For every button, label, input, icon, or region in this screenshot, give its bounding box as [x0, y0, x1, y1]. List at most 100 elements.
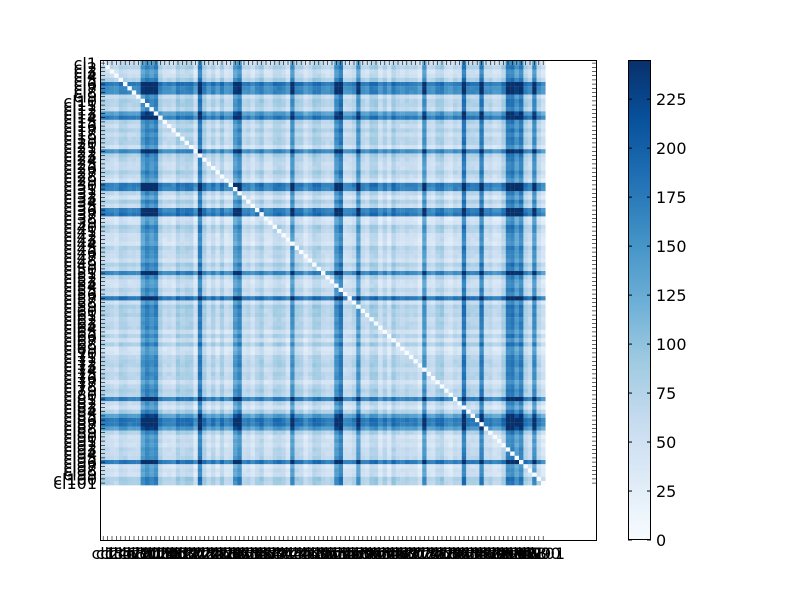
- heatmap-cell: [189, 77, 194, 83]
- heatmap-cell: [246, 140, 251, 146]
- heatmap-cell: [391, 132, 396, 137]
- heatmap-cell: [505, 157, 511, 162]
- heatmap-cell: [369, 119, 374, 125]
- heatmap-cell: [224, 241, 229, 246]
- heatmap-cell: [237, 191, 242, 196]
- heatmap-cell: [149, 111, 154, 116]
- heatmap-cell: [492, 77, 498, 83]
- heatmap-cell: [219, 111, 225, 116]
- heatmap-cell: [131, 262, 137, 267]
- heatmap-cell: [387, 86, 392, 91]
- heatmap-cell: [365, 250, 370, 255]
- heatmap-cell: [378, 161, 383, 167]
- heatmap-cell: [114, 90, 119, 95]
- heatmap-cell: [175, 145, 181, 150]
- heatmap-cell: [109, 254, 115, 259]
- heatmap-cell: [461, 90, 467, 95]
- heatmap-cell: [215, 136, 220, 141]
- heatmap-cell: [334, 86, 339, 91]
- heatmap-cell: [510, 262, 515, 267]
- heatmap-cell: [347, 119, 352, 125]
- heatmap-cell: [369, 187, 374, 192]
- heatmap-cell: [448, 254, 454, 259]
- heatmap-cell: [268, 266, 273, 272]
- heatmap-cell: [118, 132, 124, 137]
- heatmap-cell: [197, 237, 203, 242]
- heatmap-cell: [211, 65, 216, 70]
- heatmap-cell: [466, 208, 471, 213]
- heatmap-cell: [400, 136, 405, 141]
- heatmap-cell: [536, 157, 542, 162]
- heatmap-cell: [277, 115, 282, 120]
- heatmap-cell: [448, 224, 454, 230]
- heatmap-cell: [281, 119, 286, 125]
- heatmap-cell: [171, 149, 176, 154]
- heatmap-cell: [453, 86, 458, 91]
- heatmap-cell: [475, 220, 480, 225]
- heatmap-cell: [268, 245, 273, 251]
- heatmap-cell: [145, 166, 150, 171]
- heatmap-cell: [347, 111, 352, 116]
- heatmap-cell: [184, 254, 190, 259]
- heatmap-cell: [149, 128, 154, 133]
- heatmap-cell: [272, 187, 278, 192]
- heatmap-cell: [435, 187, 440, 192]
- heatmap-cell: [497, 128, 502, 133]
- heatmap-cell: [413, 254, 418, 259]
- heatmap-cell: [483, 124, 489, 129]
- heatmap-cell: [501, 220, 506, 225]
- heatmap-cell: [501, 115, 506, 120]
- heatmap-cell: [272, 241, 278, 246]
- heatmap-cell: [180, 157, 185, 162]
- heatmap-cell: [519, 86, 524, 91]
- heatmap-cell: [131, 182, 137, 188]
- heatmap-cell: [307, 111, 313, 116]
- heatmap-cell: [153, 199, 159, 204]
- heatmap-cell: [105, 128, 110, 133]
- heatmap-cell: [541, 107, 546, 112]
- heatmap-cell: [461, 157, 467, 162]
- heatmap-cell: [453, 107, 458, 112]
- heatmap-cell: [145, 266, 150, 272]
- heatmap-cell: [422, 119, 427, 125]
- heatmap-cell: [184, 115, 190, 120]
- heatmap-cell: [158, 145, 163, 150]
- heatmap-cell: [184, 132, 190, 137]
- heatmap-cell: [479, 216, 484, 221]
- heatmap-cell: [268, 65, 273, 70]
- heatmap-cell: [351, 233, 357, 238]
- heatmap-cell: [321, 250, 326, 255]
- heatmap-cell: [312, 258, 317, 263]
- heatmap-cell: [435, 98, 440, 104]
- heatmap-cell: [109, 103, 115, 108]
- heatmap-cell: [360, 220, 366, 225]
- heatmap-cell: [175, 65, 181, 70]
- heatmap-cell: [501, 77, 506, 83]
- heatmap-cell: [527, 233, 533, 238]
- heatmap-cell: [149, 224, 154, 230]
- heatmap-cell: [259, 161, 264, 167]
- heatmap-cell: [171, 153, 176, 158]
- heatmap-cell: [536, 132, 542, 137]
- heatmap-cell: [514, 161, 520, 167]
- heatmap-cell: [303, 250, 308, 255]
- heatmap-cell: [532, 208, 537, 213]
- heatmap-cell: [268, 178, 273, 183]
- heatmap-cell: [360, 216, 366, 221]
- heatmap-cell: [417, 166, 423, 171]
- heatmap-cell: [167, 170, 172, 175]
- heatmap-cell: [523, 191, 528, 196]
- heatmap-cell: [281, 82, 286, 87]
- heatmap-cell: [382, 145, 388, 150]
- heatmap-cell: [321, 216, 326, 221]
- heatmap-cell: [180, 245, 185, 251]
- heatmap-cell: [162, 254, 168, 259]
- heatmap-cell: [334, 187, 339, 192]
- heatmap-cell: [387, 111, 392, 116]
- heatmap-cell: [501, 157, 506, 162]
- heatmap-cell: [541, 212, 546, 217]
- heatmap-cell: [193, 178, 198, 183]
- heatmap-cell: [224, 145, 229, 150]
- heatmap-cell: [180, 103, 185, 108]
- heatmap-cell: [149, 77, 154, 83]
